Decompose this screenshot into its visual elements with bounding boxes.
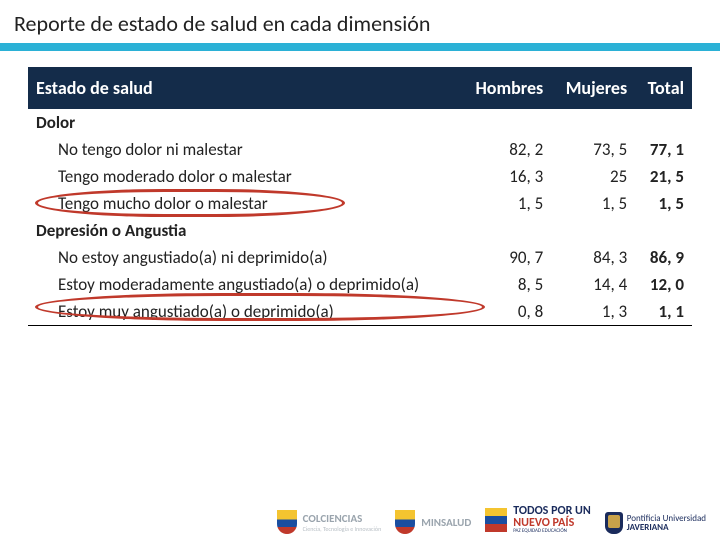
cell-value: 14, 4 (551, 271, 635, 298)
cell-value: 8, 5 (460, 271, 551, 298)
section-dolor: Dolor (28, 109, 460, 136)
logo-footer: COLCIENCIAS Ciencia, Tecnología e Innova… (0, 505, 720, 534)
cell-value: 21, 5 (635, 163, 692, 190)
shield-icon (277, 510, 297, 534)
cell-label: Estoy muy angustiado(a) o deprimido(a) (28, 298, 460, 326)
title-bar: Reporte de estado de salud en cada dimen… (0, 0, 720, 51)
colciencias-label: COLCIENCIAS (303, 512, 382, 525)
colciencias-tagline: Ciencia, Tecnología e Innovación (303, 525, 382, 533)
table-row: No tengo dolor ni malestar 82, 2 73, 5 7… (28, 136, 692, 163)
table-header-row: Estado de salud Hombres Mujeres Total (28, 67, 692, 109)
cell-value: 0, 8 (460, 298, 551, 326)
cell-value: 77, 1 (635, 136, 692, 163)
cell-value: 90, 7 (460, 244, 551, 271)
jav-line2: JAVERIANA (627, 523, 706, 532)
crest-icon (605, 512, 623, 534)
table-row: No estoy angustiado(a) ni deprimido(a) 9… (28, 244, 692, 271)
cell-value: 16, 3 (460, 163, 551, 190)
table-row: Depresión o Angustia (28, 217, 692, 244)
logo-colciencias: COLCIENCIAS Ciencia, Tecnología e Innova… (277, 510, 382, 534)
col-total: Total (635, 67, 692, 109)
todos-line3: PAZ EQUIDAD EDUCACIÓN (513, 529, 591, 534)
table-row: Estoy muy angustiado(a) o deprimido(a) 0… (28, 298, 692, 326)
table-row: Dolor (28, 109, 692, 136)
cell-label: No tengo dolor ni malestar (28, 136, 460, 163)
table-container: Estado de salud Hombres Mujeres Total Do… (0, 51, 720, 326)
shield-icon (395, 510, 415, 534)
cell-value: 1, 3 (551, 298, 635, 326)
cell-label: Estoy moderadamente angustiado(a) o depr… (28, 271, 460, 298)
cell-value: 82, 2 (460, 136, 551, 163)
cell-value: 73, 5 (551, 136, 635, 163)
cell-value: 84, 3 (551, 244, 635, 271)
page-title: Reporte de estado de salud en cada dimen… (14, 10, 706, 37)
minsalud-label: MINSALUD (421, 516, 471, 529)
col-mujeres: Mujeres (551, 67, 635, 109)
cell-value: 1, 5 (635, 190, 692, 217)
cell-value: 1, 1 (635, 298, 692, 326)
cell-value: 86, 9 (635, 244, 692, 271)
cell-value: 12, 0 (635, 271, 692, 298)
cell-value: 25 (551, 163, 635, 190)
flag-icon (485, 508, 507, 532)
cell-value: 1, 5 (551, 190, 635, 217)
health-table: Estado de salud Hombres Mujeres Total Do… (28, 67, 692, 326)
logo-javeriana: Pontificia Universidad JAVERIANA (605, 512, 706, 534)
logo-minsalud: MINSALUD (395, 510, 471, 534)
cell-label: No estoy angustiado(a) ni deprimido(a) (28, 244, 460, 271)
table-row: Estoy moderadamente angustiado(a) o depr… (28, 271, 692, 298)
table-row: Tengo mucho dolor o malestar 1, 5 1, 5 1… (28, 190, 692, 217)
logo-nuevo-pais: TODOS POR UN NUEVO PAÍS PAZ EQUIDAD EDUC… (485, 505, 591, 534)
table-row: Tengo moderado dolor o malestar 16, 3 25… (28, 163, 692, 190)
col-hombres: Hombres (460, 67, 551, 109)
section-depresion: Depresión o Angustia (28, 217, 460, 244)
cell-label: Tengo moderado dolor o malestar (28, 163, 460, 190)
cell-value: 1, 5 (460, 190, 551, 217)
cell-label: Tengo mucho dolor o malestar (28, 190, 460, 217)
col-estado: Estado de salud (28, 67, 460, 109)
